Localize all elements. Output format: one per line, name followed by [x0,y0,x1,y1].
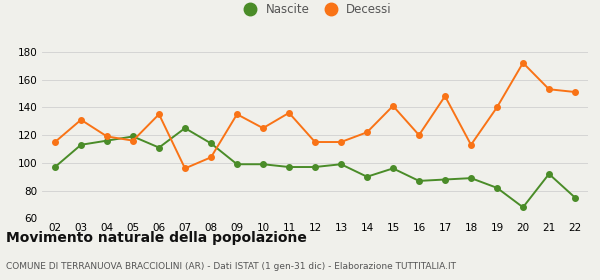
Nascite [364,175,371,178]
Nascite [233,163,241,166]
Text: Movimento naturale della popolazione: Movimento naturale della popolazione [6,231,307,245]
Nascite [545,172,553,176]
Decessi [571,90,578,94]
Nascite [467,176,475,180]
Decessi [286,111,293,115]
Decessi [181,167,188,170]
Nascite [208,142,215,145]
Decessi [337,140,344,144]
Nascite [311,165,319,169]
Legend: Nascite, Decessi: Nascite, Decessi [233,0,397,21]
Text: COMUNE DI TERRANUOVA BRACCIOLINI (AR) - Dati ISTAT (1 gen-31 dic) - Elaborazione: COMUNE DI TERRANUOVA BRACCIOLINI (AR) - … [6,262,456,271]
Nascite [259,163,266,166]
Decessi [520,61,527,64]
Decessi [155,113,163,116]
Nascite [130,135,137,138]
Decessi [311,140,319,144]
Decessi [493,106,500,109]
Nascite [337,163,344,166]
Nascite [571,196,578,199]
Line: Decessi: Decessi [52,60,578,171]
Decessi [442,95,449,98]
Nascite [415,179,422,183]
Decessi [233,113,241,116]
Nascite [52,165,59,169]
Nascite [493,186,500,190]
Decessi [130,139,137,142]
Decessi [467,143,475,146]
Decessi [103,135,110,138]
Decessi [545,88,553,91]
Decessi [389,104,397,108]
Nascite [520,206,527,209]
Nascite [442,178,449,181]
Decessi [208,156,215,159]
Nascite [286,165,293,169]
Nascite [77,143,85,146]
Nascite [181,127,188,130]
Nascite [155,146,163,149]
Nascite [389,167,397,170]
Decessi [52,140,59,144]
Line: Nascite: Nascite [52,125,578,210]
Nascite [103,139,110,142]
Decessi [364,130,371,134]
Decessi [415,133,422,137]
Decessi [77,118,85,122]
Decessi [259,127,266,130]
